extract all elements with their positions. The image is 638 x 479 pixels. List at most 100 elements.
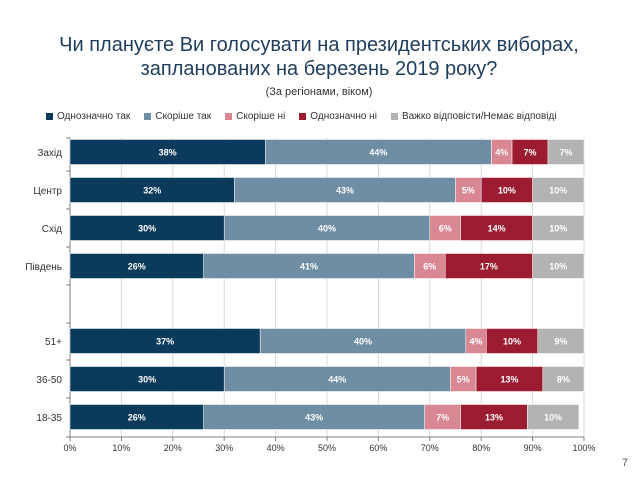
- legend-swatch: [225, 113, 233, 120]
- bar-value-label: 10%: [549, 224, 567, 234]
- bar-segment: [542, 366, 585, 392]
- bar-segment: [450, 366, 477, 392]
- bar-segment: [414, 253, 446, 279]
- bar-segment: [532, 177, 585, 203]
- bar-segment: [460, 404, 528, 430]
- bar-value-label: 32%: [143, 186, 161, 196]
- bar-segment: [537, 328, 585, 354]
- bar-value-label: 43%: [305, 413, 323, 423]
- bar-segment: [69, 328, 261, 354]
- bar-value-label: 44%: [328, 375, 346, 385]
- bar-segment: [69, 404, 204, 430]
- x-tick-label: 70%: [421, 443, 439, 453]
- bar-value-label: 14%: [488, 224, 506, 234]
- bar-segment: [259, 328, 467, 354]
- bar-segment: [203, 404, 425, 430]
- bar-segment: [424, 404, 461, 430]
- bar-value-label: 6%: [439, 224, 452, 234]
- legend-item: Однозначно так: [46, 111, 130, 122]
- bar-segment: [527, 404, 580, 430]
- legend-label: Однозначно так: [57, 111, 131, 122]
- bar-segment: [547, 139, 585, 165]
- legend-label: Скоріше так: [155, 111, 212, 122]
- chart-legend: Однозначно так Скоріше так Скоріше ні Одноз…: [46, 111, 626, 122]
- category-label: 36-50: [36, 375, 62, 386]
- legend-item: Скоріше ні: [225, 111, 285, 122]
- bar-segment: [69, 177, 235, 203]
- legend-label: Важко відповісти/Немає відповіді: [401, 111, 557, 122]
- x-tick-label: 0%: [63, 443, 76, 453]
- legend-item: Скоріше так: [144, 111, 211, 122]
- bar-value-label: 4%: [470, 337, 483, 347]
- bar-value-label: 5%: [462, 186, 475, 196]
- bar-value-label: 26%: [128, 413, 146, 423]
- bar-value-label: 10%: [544, 413, 562, 423]
- x-tick-label: 30%: [215, 443, 233, 453]
- category-label: 18-35: [36, 413, 62, 424]
- bar-segment: [511, 139, 549, 165]
- bar-value-label: 4%: [495, 148, 508, 158]
- x-tick-label: 100%: [572, 443, 595, 453]
- bar-value-label: 8%: [557, 375, 570, 385]
- bar-value-label: 17%: [480, 262, 498, 272]
- bar-segment: [234, 177, 456, 203]
- chart-title-line-1: Чи плануєте Ви голосувати на президентсь…: [59, 34, 579, 56]
- bar-segment: [203, 253, 415, 279]
- x-tick-label: 20%: [164, 443, 182, 453]
- bar-value-label: 7%: [436, 413, 449, 423]
- legend-swatch: [46, 113, 53, 120]
- bar-segment: [532, 253, 585, 279]
- bar-value-label: 10%: [549, 262, 567, 272]
- bar-segment: [223, 215, 431, 241]
- bar-value-label: 6%: [423, 262, 436, 272]
- bar-value-label: 40%: [354, 337, 372, 347]
- bar-value-label: 40%: [318, 224, 336, 234]
- bar-value-label: 13%: [485, 413, 503, 423]
- bar-value-label: 43%: [336, 186, 354, 196]
- chart-title: Чи плануєте Ви голосувати на президентсь…: [0, 33, 638, 81]
- chart-subtitle: (За регіонами, віком): [265, 86, 373, 98]
- category-label: Схід: [42, 224, 62, 235]
- bar-value-label: 13%: [500, 375, 518, 385]
- page-number: 7: [621, 457, 628, 469]
- x-tick-label: 90%: [524, 443, 542, 453]
- bar-value-label: 37%: [156, 337, 174, 347]
- category-label: Південь: [25, 262, 62, 273]
- bar-value-label: 44%: [369, 148, 387, 158]
- bar-segment: [460, 215, 533, 241]
- x-tick-label: 10%: [112, 443, 130, 453]
- bar-segment: [475, 366, 544, 392]
- x-tick-label: 50%: [318, 443, 336, 453]
- legend-swatch: [299, 113, 307, 120]
- chart-title-line-2: запланованих на березень 2019 року?: [140, 58, 498, 80]
- bar-value-label: 7%: [524, 148, 537, 158]
- bar-value-label: 10%: [503, 337, 521, 347]
- bar-segment: [223, 366, 451, 392]
- legend-swatch: [144, 113, 152, 120]
- x-tick-label: 60%: [369, 443, 387, 453]
- bar-value-label: 9%: [554, 337, 567, 347]
- bar-segment: [480, 177, 533, 203]
- bar-value-label: 7%: [560, 148, 573, 158]
- category-label: Центр: [33, 186, 62, 197]
- bar-value-label: 10%: [549, 186, 567, 196]
- legend-label: Однозначно ні: [310, 111, 377, 122]
- legend-item: Важко відповісти/Немає відповіді: [390, 111, 557, 122]
- category-label: 51+: [45, 337, 62, 348]
- bar-segment: [444, 253, 533, 279]
- bar-segment: [69, 366, 225, 392]
- bar-segment: [265, 139, 492, 165]
- legend-item: Однозначно ні: [299, 111, 377, 122]
- category-label: Захід: [37, 148, 62, 159]
- x-tick-label: 40%: [267, 443, 285, 453]
- bar-value-label: 41%: [300, 262, 318, 272]
- bar-segment: [69, 253, 204, 279]
- bar-segment: [532, 215, 585, 241]
- x-tick-label: 80%: [472, 443, 490, 453]
- bar-value-label: 26%: [128, 262, 146, 272]
- bar-value-label: 5%: [457, 375, 470, 385]
- bar-value-label: 10%: [498, 186, 516, 196]
- bar-value-label: 30%: [138, 375, 156, 385]
- bar-segment: [455, 177, 482, 203]
